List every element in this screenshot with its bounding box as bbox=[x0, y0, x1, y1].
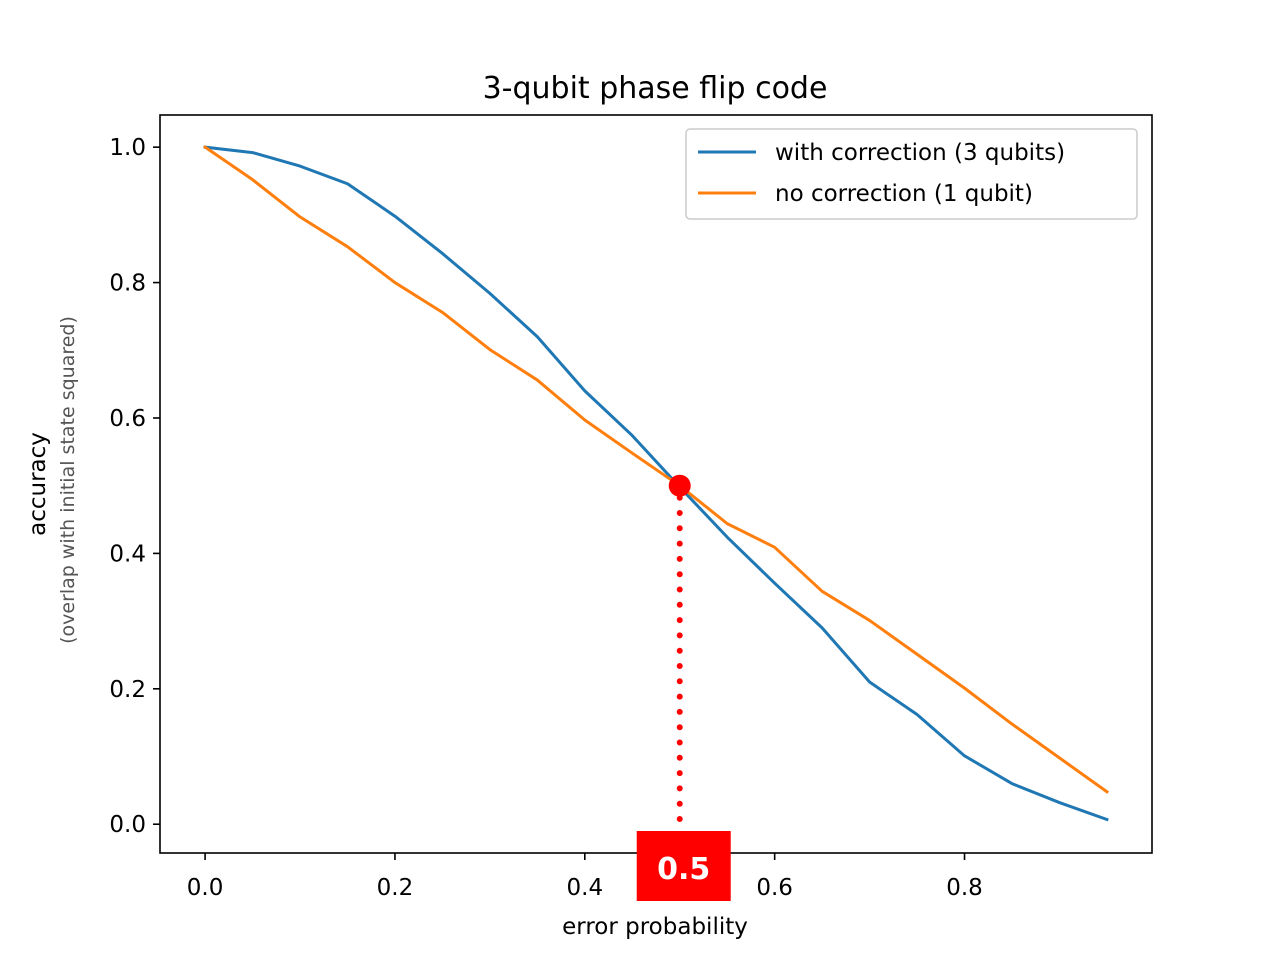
crossover-marker bbox=[668, 474, 691, 497]
legend-label-no-correction: no correction (1 qubit) bbox=[775, 181, 1033, 207]
y-tick-label: 0.8 bbox=[109, 271, 146, 297]
x-tick-label: 0.6 bbox=[756, 875, 793, 901]
y-tick-label: 0.6 bbox=[109, 406, 146, 432]
crossover-annotation: 0.5 bbox=[636, 474, 731, 901]
y-tick-label: 0.4 bbox=[109, 541, 146, 567]
x-tick-label: 0.4 bbox=[567, 875, 604, 901]
legend-box bbox=[685, 128, 1138, 220]
y-tick-label: 0.2 bbox=[109, 677, 146, 703]
x-axis: 0.0 0.2 0.4 0.6 0.8 bbox=[187, 853, 983, 901]
y-tick-label: 1.0 bbox=[109, 135, 146, 161]
plot-area bbox=[159, 114, 1153, 854]
legend-label-with-correction: with correction (3 qubits) bbox=[775, 140, 1065, 166]
legend: with correction (3 qubits) no correction… bbox=[685, 128, 1138, 220]
crossover-badge-label: 0.5 bbox=[657, 852, 710, 887]
x-tick-label: 0.2 bbox=[377, 875, 414, 901]
y-axis: 0.0 0.2 0.4 0.6 0.8 1.0 bbox=[109, 135, 160, 838]
axes-frame bbox=[159, 114, 1153, 854]
y-axis-sublabel: (overlap with initial state squared) bbox=[57, 316, 79, 644]
chart-title: 3-qubit phase flip code bbox=[483, 71, 828, 106]
y-axis-label: accuracy bbox=[25, 432, 51, 536]
y-tick-label: 0.0 bbox=[109, 812, 146, 838]
series-line-1 bbox=[203, 145, 1110, 794]
series-line-0 bbox=[203, 145, 1109, 822]
crossover-badge bbox=[636, 831, 731, 901]
x-tick-label: 0.0 bbox=[187, 875, 224, 901]
x-axis-label: error probability bbox=[562, 914, 748, 940]
x-tick-label: 0.8 bbox=[946, 875, 983, 901]
